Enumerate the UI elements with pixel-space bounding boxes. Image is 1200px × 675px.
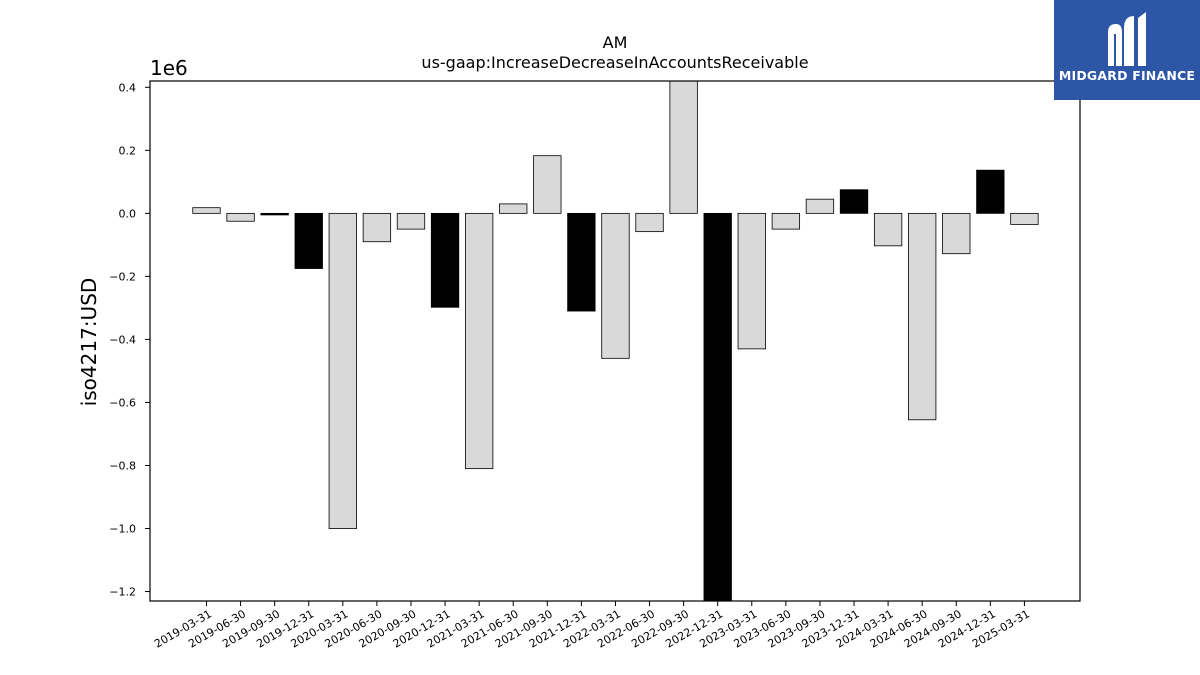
bar-2022-03-31 — [601, 212, 630, 359]
bar-2019-12-31 — [294, 212, 323, 269]
bar-2019-03-31 — [192, 207, 221, 214]
bar-2023-09-30 — [805, 198, 835, 214]
chart-title: AM — [603, 33, 628, 52]
bar-2024-12-31 — [976, 169, 1005, 214]
bar-2022-12-31 — [703, 212, 732, 601]
brand-logo: MIDGARD FINANCE — [1054, 0, 1200, 100]
y-tick-label: −1.2 — [109, 586, 136, 599]
bar-2020-09-30 — [396, 212, 426, 230]
y-tick-label: −0.2 — [109, 270, 136, 283]
bar-2021-12-31 — [567, 212, 596, 312]
bar-2024-06-30 — [908, 212, 937, 421]
y-tick-label: −0.8 — [109, 459, 136, 472]
bar-2020-12-31 — [430, 212, 460, 308]
brand-name: MIDGARD FINANCE — [1058, 68, 1196, 83]
bar-2019-06-30 — [226, 212, 255, 222]
bar-2020-06-30 — [362, 212, 392, 243]
y-tick-label: 0.2 — [119, 144, 137, 157]
y-tick-label: −1.0 — [109, 523, 136, 536]
bar-2022-06-30 — [635, 212, 664, 233]
y-scale-label: 1e6 — [150, 56, 188, 80]
bar-2023-06-30 — [771, 212, 801, 230]
bar-2020-03-31 — [328, 212, 357, 529]
y-tick-label: 0.4 — [119, 81, 137, 94]
chart-subtitle: us-gaap:IncreaseDecreaseInAccountsReceiv… — [421, 53, 808, 72]
bar-2019-09-30 — [260, 212, 289, 216]
bar-2022-09-30 — [669, 81, 698, 214]
bar-2023-03-31 — [737, 212, 766, 350]
y-tick-label: −0.6 — [109, 396, 136, 409]
brand-mark-icon — [1108, 12, 1146, 66]
bar-2021-03-31 — [464, 212, 494, 470]
bar-2025-03-31 — [1010, 212, 1039, 225]
y-axis-label: iso4217:USD — [77, 278, 101, 407]
bar-2021-09-30 — [533, 155, 562, 214]
bar-2021-06-30 — [499, 203, 528, 214]
bar-2024-09-30 — [942, 212, 971, 255]
bar-2023-12-31 — [839, 189, 869, 214]
y-tick-label: −0.4 — [109, 333, 136, 346]
bar-2024-03-31 — [873, 212, 903, 247]
y-tick-label: 0.0 — [119, 207, 137, 220]
